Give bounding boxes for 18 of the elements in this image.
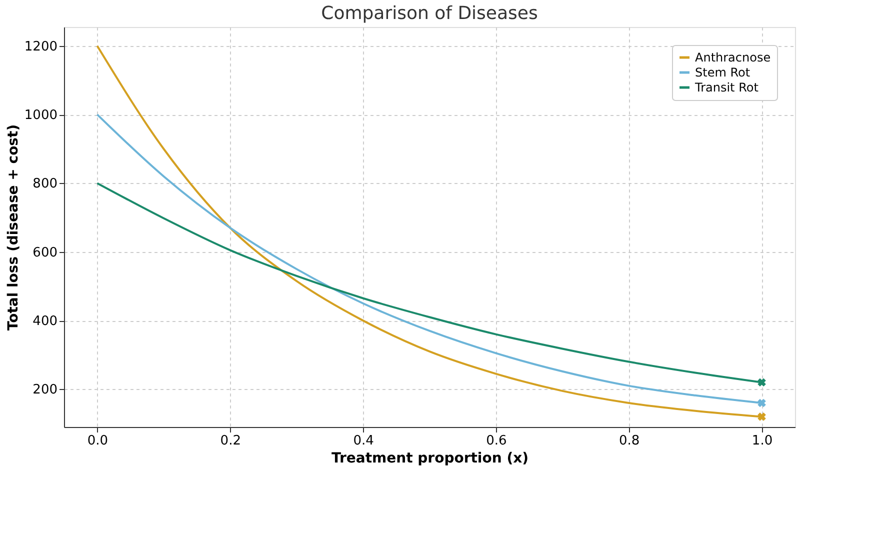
x-axis-title: Treatment proportion (x) [331,450,529,466]
x-tick-label: 0.0 [87,434,108,448]
legend-label: Anthracnose [695,50,771,64]
x-tick-label: 0.8 [619,434,640,448]
y-tick-label: 400 [32,314,58,330]
y-tick-label: 1000 [24,108,58,124]
x-tick-label: 0.6 [486,434,507,448]
y-tick-label: 800 [32,176,58,192]
x-tick-label: 0.2 [220,434,241,448]
x-tick-label: 1.0 [752,434,773,448]
chart-title: Comparison of Diseases [321,3,538,24]
legend-label: Stem Rot [695,66,750,80]
legend-label: Transit Rot [694,80,759,94]
y-tick-label: 1200 [24,39,58,54]
y-axis-title: Total loss (disease + cost) [5,124,22,331]
y-tick-label: 200 [32,382,58,398]
x-tick-label: 0.4 [353,434,374,448]
y-tick-label: 600 [32,245,58,260]
